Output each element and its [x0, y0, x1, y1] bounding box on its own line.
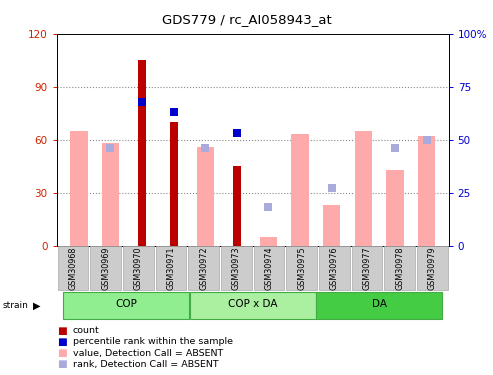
- Text: count: count: [73, 326, 100, 335]
- Bar: [58, 246, 88, 290]
- Bar: [123, 246, 154, 290]
- Text: GSM30969: GSM30969: [101, 246, 110, 290]
- Bar: [63, 292, 189, 320]
- Bar: [90, 246, 121, 290]
- Text: strain: strain: [2, 301, 28, 310]
- Text: ▶: ▶: [33, 301, 40, 310]
- Point: [170, 109, 177, 115]
- Text: GDS779 / rc_AI058943_at: GDS779 / rc_AI058943_at: [162, 13, 331, 26]
- Text: GSM30970: GSM30970: [134, 246, 143, 290]
- Bar: [197, 147, 214, 246]
- Point: [138, 99, 146, 105]
- Bar: [233, 166, 241, 246]
- Text: GSM30972: GSM30972: [199, 246, 208, 290]
- Point: [106, 145, 114, 151]
- Text: GSM30975: GSM30975: [297, 246, 306, 290]
- Point: [265, 204, 273, 210]
- Text: value, Detection Call = ABSENT: value, Detection Call = ABSENT: [73, 349, 223, 358]
- Text: ■: ■: [57, 337, 67, 347]
- Point: [233, 130, 241, 136]
- Bar: [384, 246, 415, 290]
- Text: GSM30968: GSM30968: [69, 246, 77, 290]
- Bar: [221, 246, 252, 290]
- Text: DA: DA: [372, 299, 387, 309]
- Text: GSM30973: GSM30973: [232, 246, 241, 290]
- Bar: [319, 246, 350, 290]
- Bar: [70, 131, 88, 246]
- Bar: [417, 246, 448, 290]
- Text: ■: ■: [57, 360, 67, 369]
- Bar: [188, 246, 219, 290]
- Text: ■: ■: [57, 326, 67, 336]
- Text: COP: COP: [115, 299, 137, 309]
- Point: [391, 145, 399, 151]
- Bar: [354, 131, 372, 246]
- Bar: [316, 292, 442, 320]
- Text: GSM30971: GSM30971: [167, 246, 176, 290]
- Bar: [386, 170, 404, 246]
- Text: ■: ■: [57, 348, 67, 358]
- Point: [201, 145, 209, 151]
- Bar: [102, 143, 119, 246]
- Bar: [170, 122, 177, 246]
- Bar: [291, 134, 309, 246]
- Text: GSM30979: GSM30979: [428, 246, 437, 290]
- Text: GSM30977: GSM30977: [362, 246, 372, 290]
- Bar: [190, 292, 316, 320]
- Text: GSM30974: GSM30974: [264, 246, 274, 290]
- Text: rank, Detection Call = ABSENT: rank, Detection Call = ABSENT: [73, 360, 218, 369]
- Text: COP x DA: COP x DA: [228, 299, 278, 309]
- Point: [423, 137, 430, 143]
- Bar: [352, 246, 383, 290]
- Bar: [323, 205, 340, 246]
- Bar: [286, 246, 317, 290]
- Text: GSM30978: GSM30978: [395, 246, 404, 290]
- Bar: [260, 237, 277, 246]
- Bar: [253, 246, 284, 290]
- Bar: [138, 60, 146, 246]
- Bar: [156, 246, 186, 290]
- Bar: [418, 136, 435, 246]
- Text: GSM30976: GSM30976: [330, 246, 339, 290]
- Point: [328, 185, 336, 191]
- Text: percentile rank within the sample: percentile rank within the sample: [73, 338, 233, 346]
